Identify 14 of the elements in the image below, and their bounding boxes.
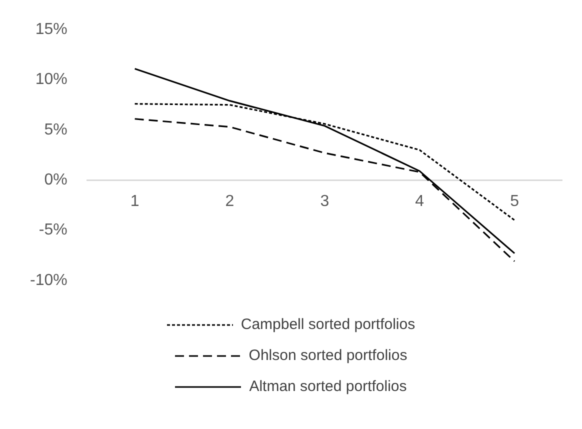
x-tick-label: 1 bbox=[130, 193, 140, 210]
legend-label: Campbell sorted portfolios bbox=[240, 316, 416, 333]
y-tick-label: 10% bbox=[35, 71, 68, 88]
y-tick-label: 5% bbox=[44, 121, 68, 138]
y-tick-label: -5% bbox=[38, 222, 68, 239]
legend-label: Altman sorted portfolios bbox=[249, 378, 407, 395]
x-tick-label: 4 bbox=[415, 193, 424, 210]
y-tick-label: 15% bbox=[35, 21, 68, 38]
x-tick-label: 5 bbox=[510, 193, 520, 210]
x-tick-label: 3 bbox=[320, 193, 330, 210]
y-tick-label: -10% bbox=[30, 272, 68, 289]
x-tick-label: 2 bbox=[225, 193, 234, 210]
legend-label: Ohlson sorted portfolios bbox=[248, 347, 408, 364]
y-tick-label: 0% bbox=[44, 171, 68, 188]
